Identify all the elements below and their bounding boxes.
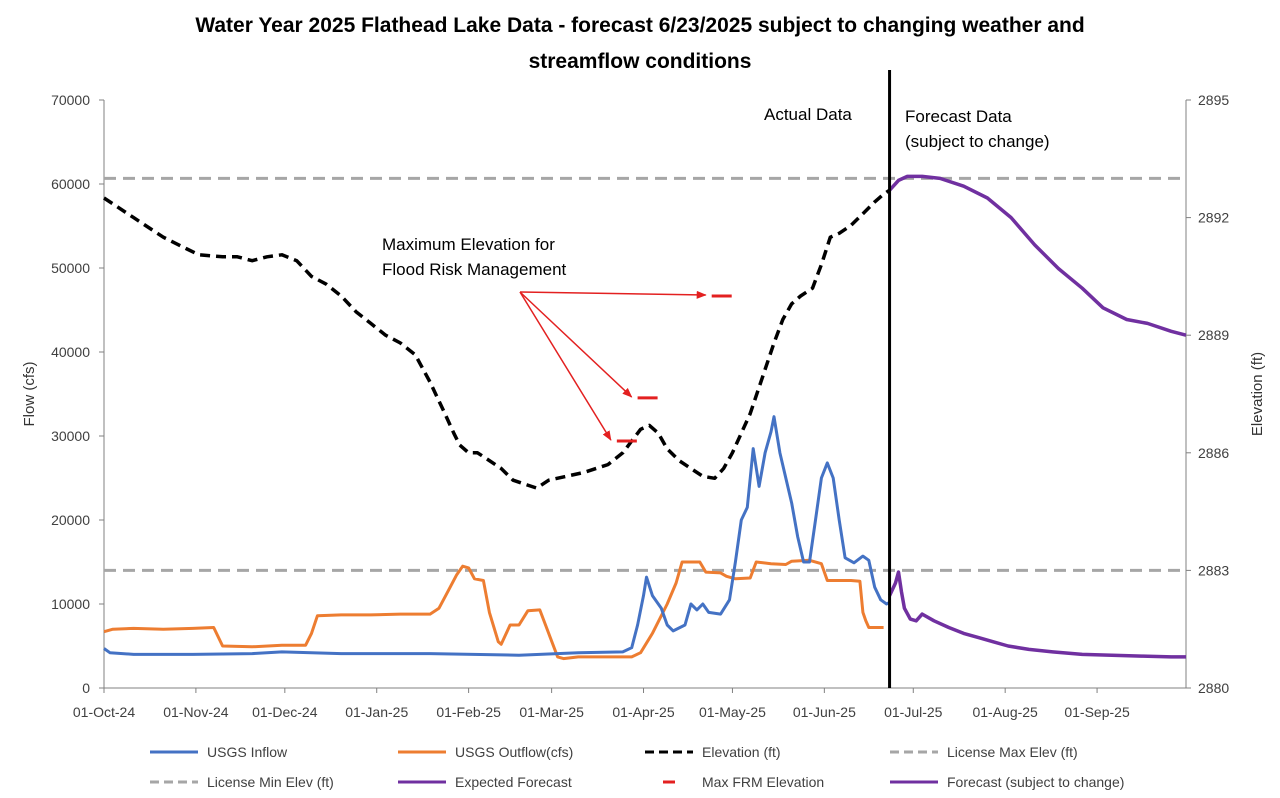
frm-arrow (519, 291, 612, 441)
x-tick-label: 01-Jan-25 (345, 704, 408, 720)
legend-label-max: License Max Elev (ft) (947, 744, 1078, 760)
annotation-actual-data: Actual Data (764, 105, 852, 124)
y2-tick-labels: 2880 2883 2886 2889 2892 2895 (1186, 92, 1229, 696)
legend-label-forecast: Forecast (subject to change) (947, 774, 1124, 790)
series-lines (103, 70, 1187, 688)
legend-label-frm: Max FRM Elevation (702, 774, 824, 790)
y-tick-label: 0 (82, 680, 90, 696)
x-tick-label: 01-Apr-25 (612, 704, 674, 720)
annotation-forecast-line1: Forecast Data (905, 107, 1012, 126)
legend-label-elevation: Elevation (ft) (702, 744, 781, 760)
x-tick-label: 01-Sep-25 (1064, 704, 1130, 720)
x-tick-label: 01-Mar-25 (519, 704, 584, 720)
x-tick-label: 01-Jun-25 (793, 704, 856, 720)
x-tick-labels: 01-Oct-24 01-Nov-24 01-Dec-24 01-Jan-25 01-F… (73, 688, 1130, 720)
annotation-frm-line2: Flood Risk Management (382, 260, 567, 279)
y-tick-labels: 0 10000 20000 30000 40000 50000 60000 70000 (51, 92, 104, 696)
legend-label-expected: Expected Forecast (455, 774, 572, 790)
y-tick-label: 40000 (51, 344, 90, 360)
x-tick-label: 01-May-25 (699, 704, 766, 720)
x-tick-label: 01-Aug-25 (972, 704, 1038, 720)
x-tick-label: 01-Dec-24 (252, 704, 318, 720)
y2-tick-label: 2892 (1198, 210, 1229, 226)
y-tick-label: 10000 (51, 596, 90, 612)
y2-axis-label: Elevation (ft) (1249, 352, 1266, 436)
frm-arrows (519, 290, 707, 441)
y2-tick-label: 2883 (1198, 562, 1229, 578)
legend-label-min: License Min Elev (ft) (207, 774, 334, 790)
y-tick-label: 60000 (51, 176, 90, 192)
annotation-frm-line1: Maximum Elevation for (382, 235, 555, 254)
series-expected-forecast (888, 174, 1187, 337)
annotation-forecast-line2: (subject to change) (905, 132, 1050, 151)
y-tick-label: 50000 (51, 260, 90, 276)
y-tick-label: 70000 (51, 92, 90, 108)
legend: USGS Inflow USGS Outflow(cfs) Elevation (f… (150, 744, 1124, 790)
x-tick-label: 01-Oct-24 (73, 704, 135, 720)
x-tick-label: 01-Jul-25 (884, 704, 943, 720)
y-axis-label: Flow (cfs) (21, 362, 38, 427)
y2-tick-label: 2895 (1198, 92, 1229, 108)
axes (103, 100, 1187, 689)
x-tick-label: 01-Feb-25 (436, 704, 501, 720)
y2-tick-label: 2889 (1198, 327, 1229, 343)
series-usgs-inflow (103, 415, 891, 657)
y2-tick-label: 2886 (1198, 445, 1229, 461)
y-tick-label: 30000 (51, 428, 90, 444)
series-usgs-outflow (103, 558, 884, 661)
legend-label-outflow: USGS Outflow(cfs) (455, 744, 573, 760)
series-forecast-flow (888, 570, 1186, 659)
legend-label-inflow: USGS Inflow (207, 744, 288, 760)
frm-marks (616, 294, 732, 443)
license-lines (104, 176, 1186, 572)
frm-arrow (519, 291, 633, 398)
x-tick-label: 01-Nov-24 (163, 704, 229, 720)
frm-arrow (519, 290, 707, 299)
chart-title-line2: streamflow conditions (529, 50, 752, 73)
y2-tick-label: 2880 (1198, 680, 1229, 696)
chart-title-line1: Water Year 2025 Flathead Lake Data - for… (195, 14, 1084, 37)
series-elevation (103, 188, 891, 490)
y-tick-label: 20000 (51, 512, 90, 528)
